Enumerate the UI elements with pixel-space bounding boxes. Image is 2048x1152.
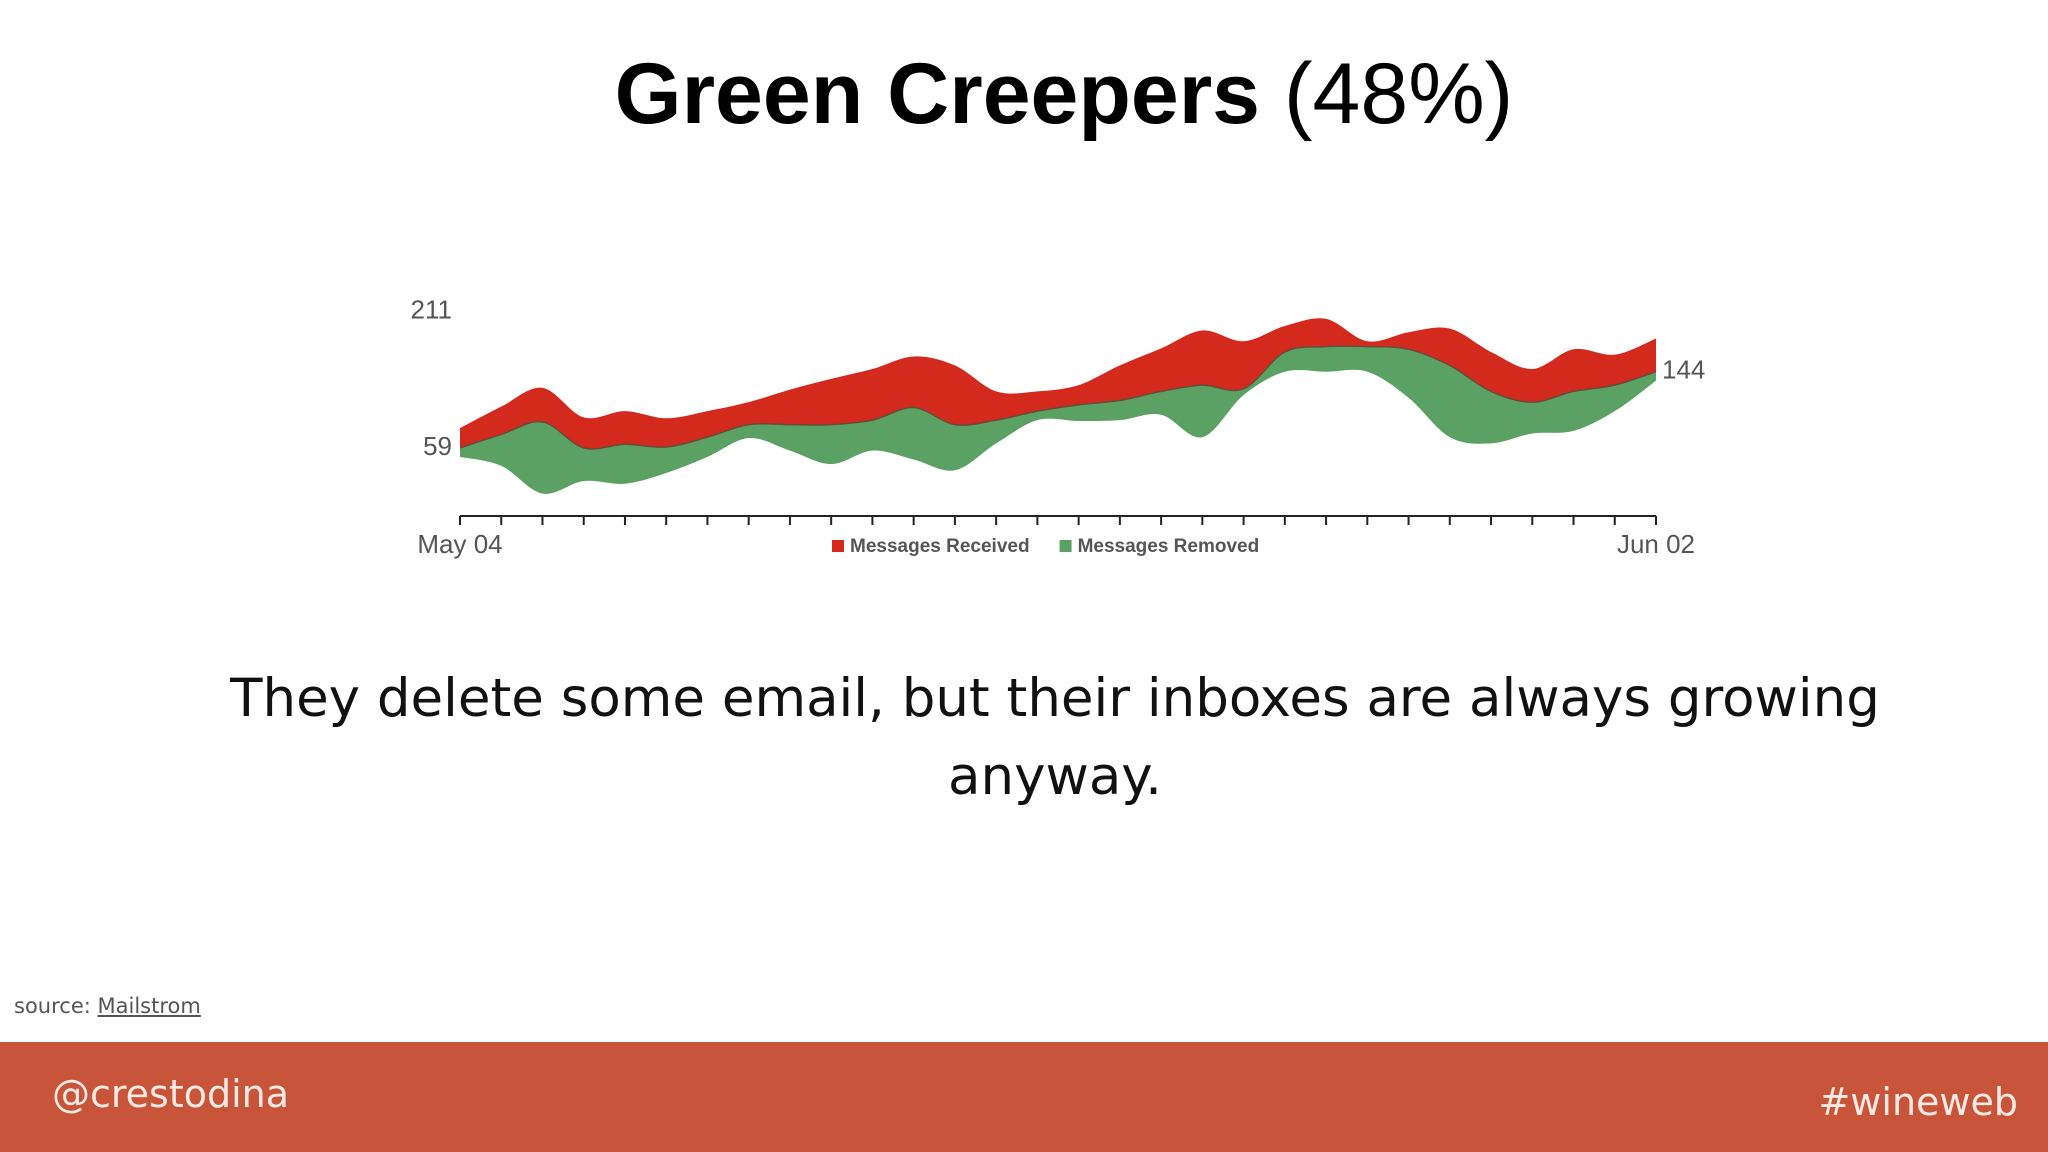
source: source: Mailstrom [14, 994, 201, 1018]
title-rest: (48%) [1283, 46, 1514, 142]
legend-label: Messages Removed [1078, 536, 1260, 557]
x-tick-label: Jun 02 [1617, 529, 1695, 559]
footer: @crestodina #wineweb [0, 1042, 2048, 1152]
footer-hashtag: #wineweb [1818, 1080, 2018, 1124]
source-label: source: [14, 994, 91, 1018]
end-label: 144 [1662, 355, 1705, 385]
area-received [460, 318, 1656, 449]
y-tick-label: 211 [411, 295, 452, 325]
y-tick-label: 59 [423, 431, 452, 461]
legend-swatch [1059, 540, 1072, 552]
x-tick-label: May 04 [417, 529, 502, 559]
area-removed [460, 346, 1656, 494]
footer-handle: @crestodina [52, 1072, 290, 1116]
legend-label: Messages Received [850, 536, 1030, 557]
chart: 59 211 144 May 04 Jun 02 Messages Received Mes… [411, 295, 1706, 559]
legend-swatch [832, 540, 844, 552]
caption: They delete some email, but their inboxe… [230, 668, 1880, 807]
inbox-line [459, 345, 1657, 450]
title-bold: Green Creepers [614, 46, 1261, 142]
source-link[interactable]: Mailstrom [97, 994, 201, 1018]
slide-title: Green Creepers (48%) [0, 45, 2048, 144]
